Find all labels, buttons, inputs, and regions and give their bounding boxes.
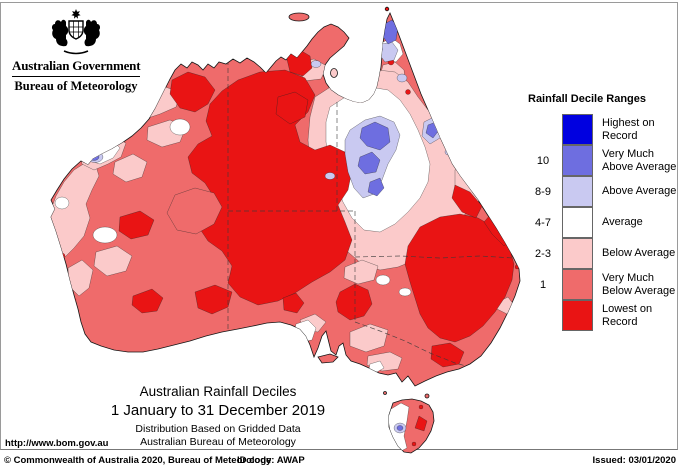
lowest-on-record-regions — [58, 49, 520, 368]
australian-government-logo: Australian Government Bureau of Meteorol… — [12, 8, 141, 94]
bom-url: http://www.bom.gov.au — [5, 438, 109, 449]
logo-divider — [12, 76, 140, 77]
map-frame — [0, 2, 678, 450]
map-title-line3: Distribution Based on Gridded Data — [135, 423, 301, 435]
legend-row: 2-3 Below Average — [528, 237, 679, 269]
government-title: Australian Government — [12, 58, 141, 73]
legend: Rainfall Decile Ranges Highest on Record… — [528, 93, 679, 331]
legend-swatch — [562, 237, 593, 269]
legend-range-label: 1 — [539, 278, 547, 291]
legend-swatch — [562, 175, 593, 207]
legend-swatch — [562, 268, 593, 300]
legend-label: Average — [602, 216, 643, 229]
legend-label: Highest on Record — [602, 116, 655, 142]
islands — [288, 6, 430, 399]
legend-row: 10 Very Much Above Average — [528, 144, 679, 176]
map-title-line4: Australian Bureau of Meteorology — [140, 436, 296, 448]
legend-row: 4-7 Average — [528, 206, 679, 238]
legend-label: Lowest on Record — [602, 302, 653, 328]
legend-range-label: 10 — [536, 154, 550, 167]
legend-range-label: 8-9 — [535, 185, 551, 198]
legend-range-label: 2-3 — [535, 247, 551, 260]
issued-date-text: Issued: 03/01/2020 — [592, 455, 676, 466]
legend-row: Highest on Record — [528, 113, 679, 145]
legend-swatch — [562, 299, 593, 331]
legend-label: Very Much Below Average — [602, 271, 676, 297]
legend-row: Lowest on Record — [528, 299, 679, 331]
legend-title: Rainfall Decile Ranges — [528, 93, 646, 105]
state-borders — [227, 60, 514, 368]
legend-row: 1 Very Much Below Average — [528, 268, 679, 300]
legend-rows: Highest on Record 10 Very Much Above Avera… — [528, 113, 679, 331]
legend-row: 8-9 Above Average — [528, 175, 679, 207]
legend-swatch — [562, 144, 593, 176]
legend-range-label: 4-7 — [535, 216, 551, 229]
legend-label: Very Much Above Average — [602, 147, 677, 173]
map-title-block: Australian Rainfall Deciles 1 January to… — [62, 384, 374, 448]
legend-label: Above Average — [602, 185, 677, 198]
legend-swatch — [562, 113, 593, 145]
copyright-text: © Commonwealth of Australia 2020, Bureau… — [4, 455, 272, 466]
bureau-title: Bureau of Meteorology — [14, 79, 138, 93]
map-title-line2: 1 January to 31 December 2019 — [110, 402, 326, 419]
map-title-line1: Australian Rainfall Deciles — [139, 384, 297, 399]
legend-label: Below Average — [602, 247, 676, 260]
id-code-text: ID code: AWAP — [237, 455, 305, 466]
coat-of-arms-icon — [51, 9, 101, 55]
legend-swatch — [562, 206, 593, 238]
